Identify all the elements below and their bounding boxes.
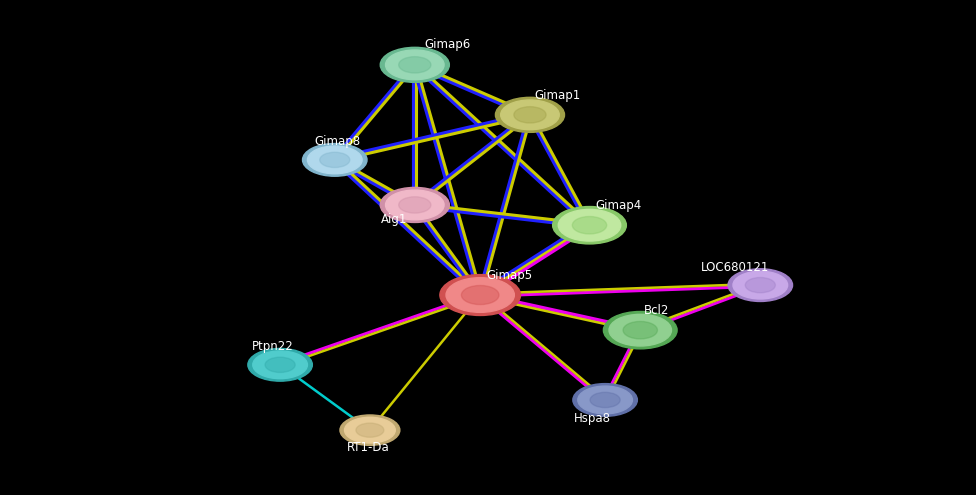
Text: RT1-Da: RT1-Da (346, 442, 389, 454)
Circle shape (253, 351, 307, 379)
Circle shape (609, 314, 671, 346)
Circle shape (440, 275, 520, 315)
Circle shape (501, 100, 559, 130)
Circle shape (590, 393, 620, 407)
Text: Gimap6: Gimap6 (425, 38, 470, 51)
Circle shape (733, 271, 788, 299)
Text: Gimap4: Gimap4 (595, 199, 641, 212)
Text: Bcl2: Bcl2 (644, 304, 670, 317)
Circle shape (307, 146, 362, 174)
Text: Gimap1: Gimap1 (535, 89, 581, 101)
Circle shape (340, 415, 400, 446)
Circle shape (572, 216, 607, 234)
Circle shape (381, 48, 449, 82)
Circle shape (514, 106, 547, 123)
Circle shape (265, 357, 295, 372)
Text: Aig1: Aig1 (381, 213, 407, 226)
Circle shape (496, 98, 564, 132)
Circle shape (558, 209, 621, 241)
Circle shape (603, 311, 677, 349)
Circle shape (552, 206, 627, 244)
Circle shape (398, 197, 431, 213)
Text: Gimap5: Gimap5 (486, 269, 532, 282)
Text: Gimap8: Gimap8 (314, 135, 360, 148)
Circle shape (248, 348, 312, 381)
Circle shape (728, 269, 793, 301)
Circle shape (573, 384, 637, 416)
Circle shape (303, 144, 367, 176)
Circle shape (356, 423, 384, 437)
Text: Hspa8: Hspa8 (574, 412, 611, 425)
Circle shape (386, 190, 444, 220)
Text: Ptpn22: Ptpn22 (252, 340, 294, 353)
Circle shape (746, 278, 775, 293)
Circle shape (398, 57, 431, 73)
Circle shape (320, 152, 349, 167)
Circle shape (386, 50, 444, 80)
Circle shape (462, 286, 499, 304)
Circle shape (623, 321, 658, 339)
Circle shape (578, 386, 632, 414)
Circle shape (446, 278, 514, 312)
Circle shape (345, 417, 395, 443)
Text: LOC680121: LOC680121 (701, 261, 769, 274)
Circle shape (381, 188, 449, 222)
